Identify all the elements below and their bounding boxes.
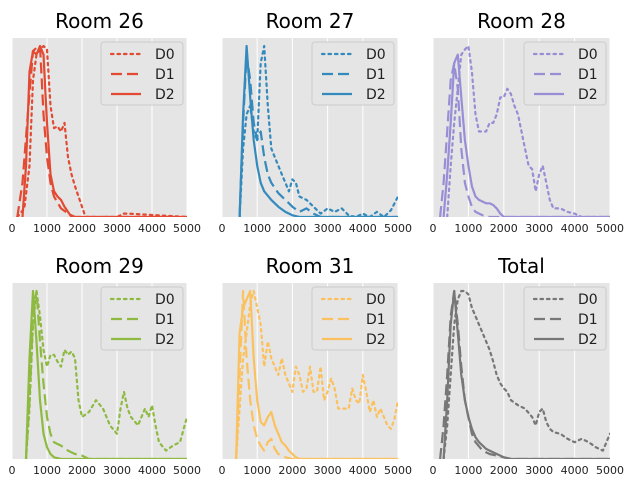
x-tick-label: 2000 (278, 222, 306, 235)
x-tick-label: 3000 (314, 464, 342, 477)
x-tick-label: 4000 (561, 464, 589, 477)
series-line-d0 (16, 44, 187, 217)
x-tick-label: 2000 (68, 222, 96, 235)
x-tick-label: 1000 (33, 464, 61, 477)
x-tick-label: 3000 (103, 222, 131, 235)
legend-label: D2 (366, 332, 386, 348)
x-tick-label: 5000 (596, 222, 624, 235)
x-tick-label: 0 (219, 222, 226, 235)
legend-label: D2 (578, 87, 598, 103)
legend-label: D1 (155, 312, 175, 328)
x-tick-label: 5000 (384, 464, 412, 477)
series-line-d0 (446, 44, 610, 217)
x-tick-label: 3000 (103, 464, 131, 477)
x-tick-label: 4000 (138, 222, 166, 235)
chart-panel: 0 1000 2000 3000 4000 5000 Room 26 D0 D1 D2 (9, 9, 202, 235)
series-line-d2 (442, 53, 610, 217)
x-tick-label: 5000 (384, 222, 412, 235)
series-line-d1 (439, 61, 610, 217)
chart-panel: 0 1000 2000 3000 4000 5000 Room 29 D0 D1 D2 (9, 254, 202, 477)
x-tick-label: 3000 (525, 222, 553, 235)
legend-box (523, 41, 607, 106)
series-line-d2 (235, 289, 398, 459)
x-tick-label: 4000 (561, 222, 589, 235)
x-tick-label: 1000 (454, 464, 482, 477)
legend-box (523, 286, 607, 351)
legend-label: D1 (366, 67, 386, 83)
x-tick-label: 0 (9, 222, 16, 235)
x-tick-label: 1000 (454, 222, 482, 235)
series-line-d2 (238, 44, 398, 217)
legend-label: D1 (578, 312, 598, 328)
x-tick-label: 2000 (490, 222, 518, 235)
legend-label: D1 (155, 67, 175, 83)
x-tick-label: 4000 (349, 464, 377, 477)
legend-box (100, 286, 184, 351)
series-line-d1 (235, 289, 398, 459)
x-tick-label: 1000 (243, 464, 271, 477)
series-line-d2 (442, 289, 610, 459)
x-tick-label: 2000 (490, 464, 518, 477)
legend-label: D0 (155, 47, 175, 63)
chart-title: Room 27 (266, 9, 355, 33)
chart-panel: 0 1000 2000 3000 4000 5000 Room 28 D0 D1 D2 (430, 9, 625, 235)
chart-panel: 0 1000 2000 3000 4000 5000 Total D0 D1 D2 (430, 254, 625, 477)
x-tick-label: 0 (430, 464, 437, 477)
legend-label: D0 (578, 292, 598, 308)
x-tick-label: 0 (430, 222, 437, 235)
legend-box (311, 41, 395, 106)
x-tick-label: 5000 (173, 222, 201, 235)
series-line-d0 (442, 289, 610, 459)
x-tick-label: 3000 (314, 222, 342, 235)
x-tick-label: 5000 (173, 464, 201, 477)
x-tick-label: 5000 (596, 464, 624, 477)
chart-title: Room 28 (477, 9, 566, 33)
x-tick-label: 4000 (349, 222, 377, 235)
chart-title: Room 29 (55, 254, 144, 278)
chart-title: Total (497, 254, 545, 278)
chart-panel: 0 1000 2000 3000 4000 5000 Room 31 D0 D1 D2 (219, 254, 413, 477)
legend-label: D2 (155, 332, 175, 348)
x-tick-label: 1000 (243, 222, 271, 235)
series-line-d0 (235, 289, 398, 459)
legend-label: D0 (578, 47, 598, 63)
chart-panel: 0 1000 2000 3000 4000 5000 Room 27 D0 D1 D2 (219, 9, 413, 235)
legend-box (100, 41, 184, 106)
legend-label: D2 (578, 332, 598, 348)
x-tick-label: 4000 (138, 464, 166, 477)
x-tick-label: 3000 (525, 464, 553, 477)
legend-label: D0 (366, 292, 386, 308)
series-line-d0 (238, 44, 398, 217)
legend-box (311, 286, 395, 351)
legend-label: D0 (366, 47, 386, 63)
x-tick-label: 0 (9, 464, 16, 477)
legend-label: D1 (578, 67, 598, 83)
chart-title: Room 31 (266, 254, 355, 278)
x-tick-label: 0 (219, 464, 226, 477)
legend-label: D0 (155, 292, 175, 308)
x-tick-label: 2000 (68, 464, 96, 477)
series-line-d0 (24, 289, 187, 459)
legend-label: D2 (366, 87, 386, 103)
legend-label: D1 (366, 312, 386, 328)
x-tick-label: 2000 (278, 464, 306, 477)
legend-label: D2 (155, 87, 175, 103)
series-line-d2 (24, 289, 187, 459)
x-tick-label: 1000 (33, 222, 61, 235)
chart-title: Room 26 (55, 9, 144, 33)
series-line-d2 (21, 44, 187, 217)
